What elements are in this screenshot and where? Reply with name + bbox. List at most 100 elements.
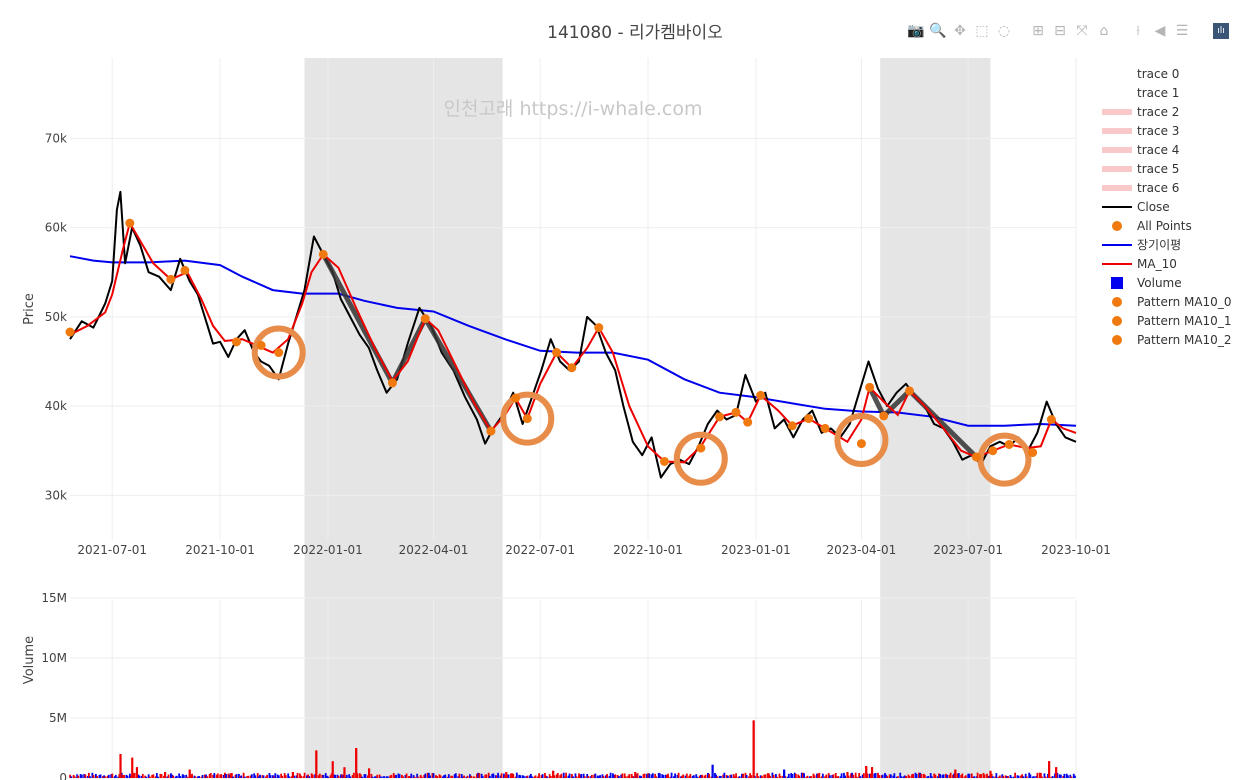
volume-bar: [424, 773, 427, 778]
volume-bar: [103, 775, 106, 778]
volume-bar: [223, 772, 226, 778]
volume-bar: [325, 775, 328, 778]
volume-bar: [307, 774, 310, 778]
legend-label: trace 0: [1137, 67, 1179, 81]
volume-bar: [367, 775, 369, 778]
volume-bar: [696, 776, 699, 778]
volume-bar: [110, 774, 113, 778]
camera-icon[interactable]: 📷: [907, 23, 925, 39]
volume-bar: [200, 776, 203, 778]
volume-bar: [1050, 776, 1053, 778]
volume-bar: [732, 774, 735, 778]
volume-bar: [288, 776, 291, 778]
volume-bar: [700, 774, 702, 778]
point-marker: [988, 446, 998, 456]
volume-bar: [1058, 774, 1061, 778]
volume-bar: [435, 775, 437, 778]
volume-bar: [510, 773, 512, 778]
volume-bar: [219, 774, 222, 778]
volume-bar: [72, 774, 75, 778]
zoom-out-icon[interactable]: ⊟: [1054, 23, 1066, 39]
volume-bar: [973, 776, 975, 778]
volume-bar: [370, 773, 373, 778]
home-icon[interactable]: ⌂: [1099, 23, 1109, 39]
volume-bar: [330, 773, 333, 778]
volume-bar: [80, 774, 83, 778]
volume-bar: [1013, 776, 1015, 778]
volume-bar: [231, 773, 233, 778]
volume-bar: [582, 773, 585, 778]
pattern-circle-1: [500, 391, 555, 446]
volume-bar: [905, 776, 907, 778]
volume-bar: [718, 775, 721, 778]
volume-bar: [657, 772, 660, 778]
point-marker: [65, 327, 75, 337]
volume-bar: [342, 774, 345, 778]
volume-bar: [961, 773, 964, 778]
volume-bar: [352, 772, 355, 778]
volume-bar: [552, 770, 555, 778]
volume-bar: [416, 773, 419, 778]
hover-compare-icon[interactable]: ☰: [1175, 23, 1189, 39]
zoom-in-icon[interactable]: ⊞: [1032, 23, 1044, 39]
legend-item: 장기이평: [1102, 238, 1181, 252]
spike-lines-icon[interactable]: ⟊: [1136, 23, 1140, 39]
volume-bar: [107, 774, 110, 778]
point-marker: [231, 337, 241, 347]
volume-bar: [463, 775, 465, 778]
volume-bar: [125, 774, 128, 778]
lasso-icon[interactable]: ◌: [997, 23, 1011, 39]
autoscale-icon[interactable]: ⤧: [1076, 23, 1088, 39]
plotly-logo-icon[interactable]: ılı: [1213, 23, 1229, 39]
volume-bar: [175, 775, 178, 778]
volume-bar: [227, 773, 230, 778]
volume-bar: [1043, 773, 1046, 778]
volume-bar: [470, 775, 472, 778]
volume-bar: [861, 774, 864, 778]
pan-icon[interactable]: ✥: [954, 23, 966, 39]
volume-bar: [942, 774, 945, 778]
volume-bar: [612, 773, 614, 778]
volume-bar: [602, 775, 605, 778]
volume-bar: [485, 774, 488, 778]
point-marker: [905, 386, 915, 396]
point-marker: [166, 274, 176, 284]
volume-bar: [597, 776, 600, 778]
legend-item: trace 5: [1102, 162, 1179, 176]
volume-bar: [1014, 772, 1017, 778]
volume-bar: [553, 775, 556, 778]
volume-bar: [151, 774, 154, 778]
volume-bar: [185, 774, 188, 778]
volume-bar: [497, 772, 499, 778]
volume-bar: [763, 774, 766, 778]
volume-bar: [764, 774, 767, 778]
volume-bar: [545, 775, 548, 778]
volume-bar: [832, 774, 835, 778]
volume-bar: [831, 775, 834, 778]
volume-bar: [884, 773, 886, 778]
legend-label: trace 6: [1137, 181, 1179, 195]
hover-closest-icon[interactable]: ◀: [1154, 23, 1166, 39]
volume-bar: [920, 773, 923, 778]
volume-bar: [787, 773, 790, 778]
volume-bar: [155, 773, 158, 778]
volume-bar: [567, 775, 570, 778]
volume-bar: [874, 772, 877, 778]
box-select-icon[interactable]: ⬚: [975, 23, 989, 39]
volume-bar: [1038, 772, 1041, 778]
volume-bar: [821, 773, 824, 778]
legend-label: Pattern MA10_0: [1137, 295, 1231, 309]
volume-bar: [431, 772, 434, 778]
volume-bar: [472, 776, 475, 778]
watermark-text: 인천고래 https://i-whale.com: [443, 98, 702, 120]
volume-bar: [1035, 775, 1038, 778]
volume-bar: [408, 775, 410, 778]
volume-bar: [680, 776, 682, 778]
volume-bar: [571, 774, 573, 778]
volume-bar: [268, 773, 271, 778]
volume-bar: [858, 772, 861, 778]
zoom-icon[interactable]: 🔍: [929, 23, 947, 39]
volume-bar: [310, 773, 313, 778]
shaded-period-0: [304, 58, 503, 778]
volume-bar: [451, 775, 454, 778]
